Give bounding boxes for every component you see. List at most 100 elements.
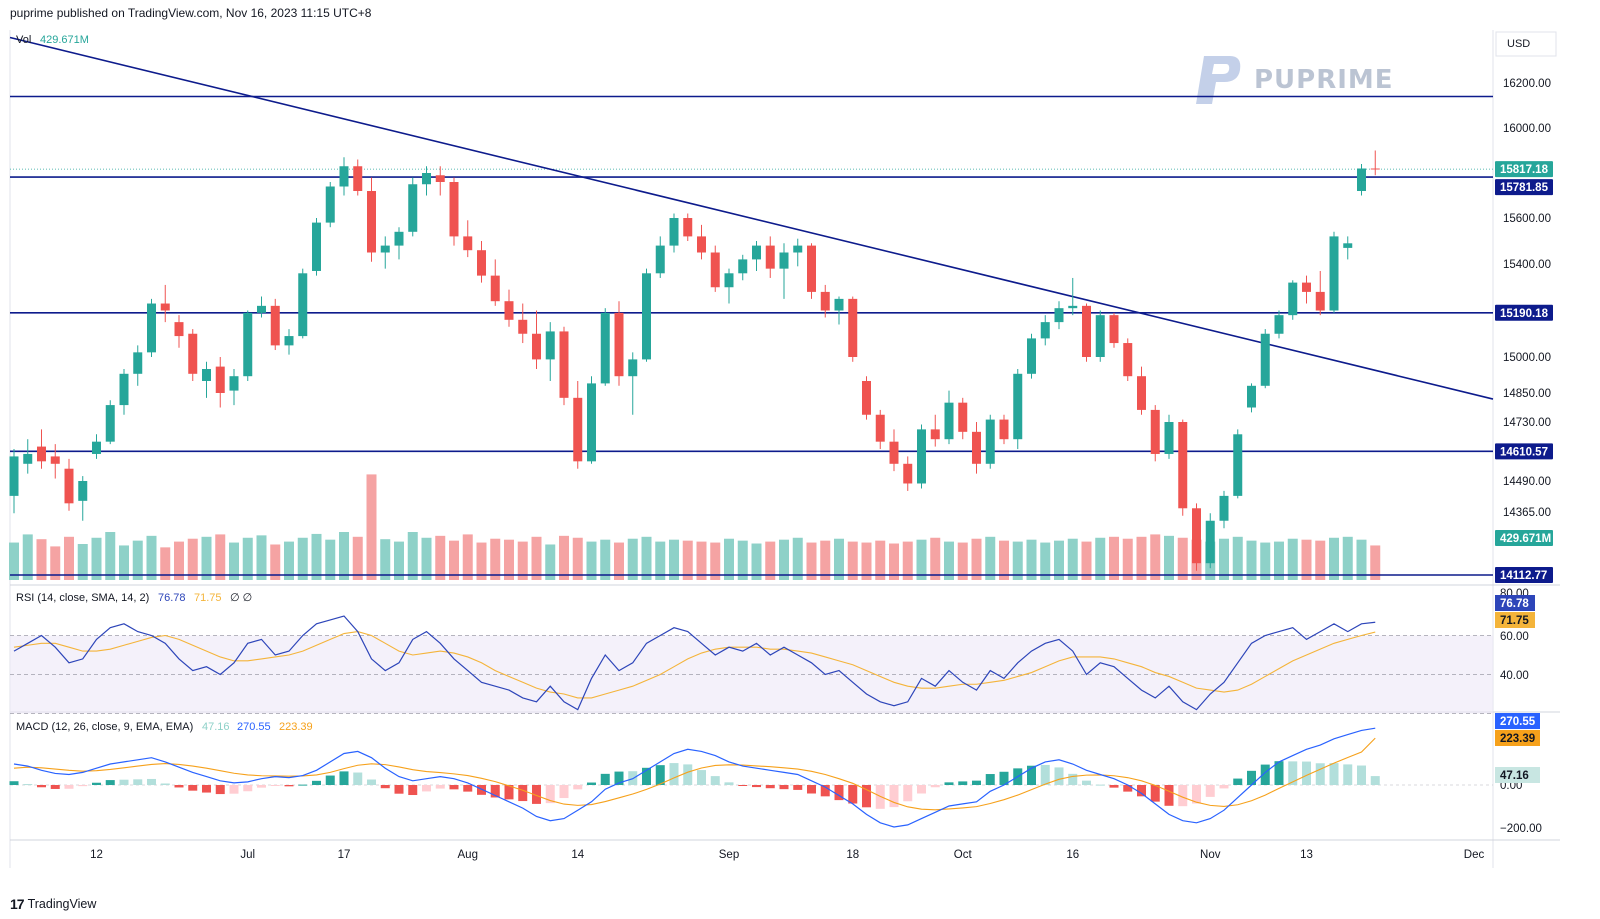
tradingview-brand[interactable]: TradingView	[27, 897, 97, 911]
volume-legend-label: Vol	[16, 34, 31, 46]
price-tick-label: 15600.00	[1503, 213, 1551, 225]
volume-bar	[1287, 538, 1298, 580]
x-axis-label: 16	[1066, 849, 1079, 861]
macd-histogram-bar	[257, 785, 266, 788]
candle-body	[298, 273, 308, 337]
candle-body	[202, 369, 211, 381]
macd-histogram-bar	[188, 785, 198, 791]
candle-body	[1192, 508, 1201, 564]
macd-histogram-bar	[972, 780, 981, 785]
macd-histogram-bar	[78, 785, 88, 787]
candle-body	[408, 184, 418, 232]
macd-histogram-bar	[1095, 784, 1105, 786]
volume-bar	[77, 544, 88, 580]
volume-bar	[435, 535, 446, 580]
macd-histogram-bar	[367, 779, 376, 785]
candle-body	[917, 429, 926, 484]
volume-bar	[1274, 541, 1284, 580]
volume-bar	[421, 537, 432, 580]
macd-histogram-bar	[339, 771, 349, 785]
volume-bar	[1067, 538, 1078, 580]
candle-body	[848, 298, 858, 357]
candle-body	[23, 453, 33, 464]
macd-histogram-bar	[298, 784, 308, 786]
candle-body	[188, 333, 198, 374]
candle-body	[147, 303, 156, 353]
candle-body	[1329, 236, 1339, 311]
candle-body	[820, 291, 830, 311]
volume-bar	[284, 541, 294, 580]
macd-histogram-bar	[1315, 763, 1325, 785]
volume-bar	[504, 539, 514, 580]
price-tick-label: 14850.00	[1503, 388, 1551, 400]
x-axis-label: Oct	[954, 849, 973, 861]
volume-bar	[751, 543, 762, 580]
macd-histogram-bar	[944, 782, 954, 785]
macd-histogram-bar	[587, 782, 596, 785]
macd-histogram-bar	[655, 765, 665, 785]
candle-body	[972, 431, 981, 464]
candle-body	[738, 259, 748, 274]
macd-histogram-bar	[862, 785, 871, 808]
volume-bar	[132, 540, 143, 580]
candle-body	[545, 331, 555, 360]
volume-bar	[779, 539, 789, 580]
macd-histogram-bar	[1040, 764, 1050, 785]
descending-trendline	[9, 36, 1494, 400]
macd-histogram-bar	[174, 785, 184, 788]
macd-histogram-bar	[1219, 785, 1229, 789]
volume-bar	[352, 536, 363, 580]
volume-legend-value: 429.671M	[40, 34, 89, 46]
tradingview-logo-icon: 17	[10, 896, 25, 912]
macd-histogram-bar	[1329, 763, 1339, 785]
candle-body	[435, 175, 445, 182]
volume-bar	[339, 532, 349, 580]
candle-body	[1137, 376, 1146, 410]
price-badge	[1495, 567, 1553, 583]
volume-bar	[985, 536, 996, 580]
macd-histogram-bar	[1302, 761, 1311, 785]
candle-body	[683, 218, 693, 237]
volume-bar	[1109, 536, 1119, 580]
volume-bar	[655, 541, 666, 580]
macd-histogram-bar	[559, 785, 569, 799]
candle-body	[394, 231, 404, 246]
candle-body	[160, 303, 170, 311]
candle-body	[999, 419, 1009, 440]
macd-histogram-bar	[545, 785, 555, 804]
volume-bar	[297, 537, 308, 580]
volume-bar	[229, 542, 239, 580]
candle-body	[930, 429, 940, 440]
volume-bar	[394, 541, 404, 580]
rsi-tick-label: 60.00	[1500, 631, 1529, 643]
candle-body	[243, 312, 253, 377]
rsi-ma-legend-value: 71.75	[194, 592, 222, 604]
candle-body	[1288, 282, 1298, 316]
macd-badge	[1495, 713, 1540, 729]
price-badge-label: 14610.57	[1500, 446, 1548, 458]
price-tick-label: 16000.00	[1503, 123, 1551, 135]
macd-histogram-bar	[202, 785, 211, 793]
candle-body	[903, 463, 913, 484]
volume-bar	[944, 541, 954, 580]
volume-bar	[187, 538, 198, 580]
rsi-legend-extra: ∅ ∅	[230, 592, 252, 604]
volume-bar	[146, 535, 157, 580]
volume-bar	[1370, 545, 1381, 580]
volume-bar	[696, 541, 707, 580]
macd-legend-value: 270.55	[237, 721, 271, 733]
candle-body	[37, 446, 46, 462]
volume-bar	[999, 540, 1009, 580]
macd-histogram-bar	[697, 770, 706, 785]
macd-histogram-bar	[573, 785, 583, 790]
price-badge-label: 15781.85	[1500, 182, 1549, 194]
candle-body	[1095, 315, 1105, 357]
macd-histogram-bar	[793, 785, 803, 790]
candle-body	[422, 173, 431, 185]
volume-bar	[765, 541, 776, 580]
macd-histogram-bar	[490, 785, 500, 798]
macd-histogram-bar	[1233, 778, 1243, 785]
price-tick-label: 16200.00	[1503, 78, 1551, 90]
candle-body	[1013, 373, 1023, 440]
